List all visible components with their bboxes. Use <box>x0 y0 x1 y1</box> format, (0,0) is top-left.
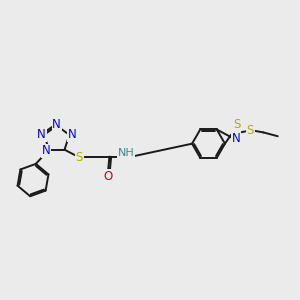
Text: S: S <box>76 151 83 164</box>
Text: N: N <box>52 118 61 130</box>
Text: O: O <box>103 170 112 183</box>
Text: N: N <box>68 128 76 141</box>
Text: NH: NH <box>118 148 134 158</box>
Text: N: N <box>232 132 241 146</box>
Text: S: S <box>247 124 254 137</box>
Text: N: N <box>42 144 51 157</box>
Text: N: N <box>37 128 46 141</box>
Text: S: S <box>233 118 240 131</box>
